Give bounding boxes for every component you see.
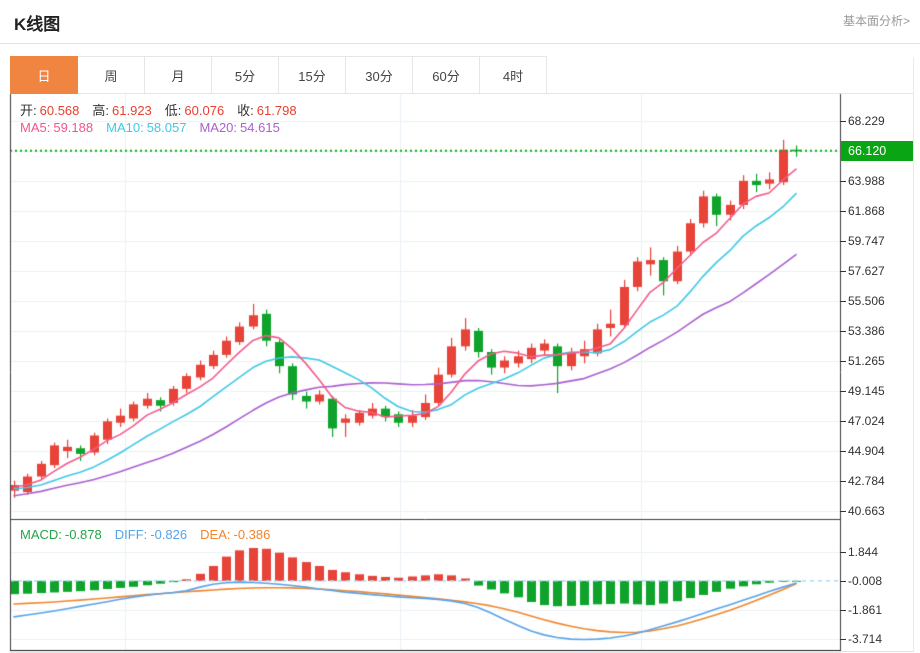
axis-tick-label: 68.229	[848, 114, 885, 128]
axis-tick-mark	[840, 361, 846, 362]
legend-item: MACD: -0.878	[20, 527, 102, 542]
axis-tick-mark	[840, 271, 846, 272]
axis-tick-label: 61.868	[848, 204, 885, 218]
axis-tick-mark	[840, 511, 846, 512]
axis-tick-label: -3.714	[848, 632, 883, 646]
widget-right-border	[913, 57, 914, 652]
axis-tick-label: 1.844	[848, 545, 879, 559]
axis-tick-mark	[840, 331, 846, 332]
axis-tick-mark	[840, 211, 846, 212]
legend-item: 开: 60.568	[20, 103, 80, 118]
axis-tick-mark	[840, 391, 846, 392]
ohlc-legend: 开: 60.568 高: 61.923 低: 60.076 收: 61.798	[20, 100, 297, 119]
legend-item: DEA: -0.386	[200, 527, 271, 542]
legend-item: MA20: 54.615	[199, 120, 280, 135]
axis-tick-mark	[840, 481, 846, 482]
axis-tick-mark	[840, 241, 846, 242]
axis-tick-label: 57.627	[848, 264, 885, 278]
axis-tick-mark	[840, 181, 846, 182]
axis-tick-label: 59.747	[848, 234, 885, 248]
axis-tick-mark	[840, 451, 846, 452]
axis-tick-mark	[840, 610, 846, 611]
legend-item: 收: 61.798	[237, 103, 297, 118]
axis-tick-label: 53.386	[848, 324, 885, 338]
axis-tick-label: 40.663	[848, 504, 885, 518]
widget-bottom-border	[10, 651, 913, 652]
axis-tick-mark	[840, 301, 846, 302]
axis-tick-label: 44.904	[848, 444, 885, 458]
macd-legend: MACD: -0.878 DIFF: -0.826 DEA: -0.386	[20, 527, 270, 542]
axis-tick-label: -1.861	[848, 603, 883, 617]
legend-item: 高: 61.923	[92, 103, 152, 118]
axis-tick-label: 47.024	[848, 414, 885, 428]
axis-tick-mark	[840, 121, 846, 122]
axis-tick-label: 55.506	[848, 294, 885, 308]
tab-日[interactable]: 日	[10, 56, 78, 94]
legend-item: MA10: 58.057	[106, 120, 187, 135]
axis-tick-mark	[840, 581, 846, 582]
axis-tick-mark	[840, 552, 846, 553]
axis-tick-mark	[840, 421, 846, 422]
legend-item: MA5: 59.188	[20, 120, 94, 135]
axis-tick-label: 49.145	[848, 384, 885, 398]
axis-tick-label: 51.265	[848, 354, 885, 368]
ma-legend: MA5: 59.188 MA10: 58.057 MA20: 54.615	[20, 120, 280, 135]
axis-tick-label: 42.784	[848, 474, 885, 488]
legend-item: 低: 60.076	[164, 103, 225, 118]
axis-tick-mark	[840, 639, 846, 640]
current-price-tag: 66.120	[841, 141, 913, 161]
axis-tick-label: 63.988	[848, 174, 885, 188]
legend-item: DIFF: -0.826	[114, 527, 188, 542]
axis-tick-label: -0.008	[848, 574, 883, 588]
